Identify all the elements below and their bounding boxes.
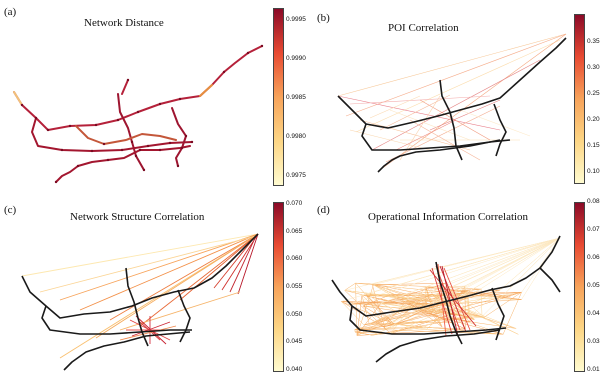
colorbar-tick-label: 0.04 bbox=[587, 310, 600, 317]
correlation-edge bbox=[468, 238, 560, 297]
colorbar-tick-label: 0.03 bbox=[587, 338, 600, 345]
correlation-edge bbox=[469, 238, 560, 317]
colorbar-tick-label: 0.05 bbox=[587, 282, 600, 289]
colorbar-d bbox=[574, 202, 585, 372]
correlation-edge bbox=[364, 324, 394, 325]
colorbar-tick-label: 0.08 bbox=[587, 198, 600, 205]
correlation-edge bbox=[345, 238, 560, 290]
colorbar-tick-label: 0.07 bbox=[587, 226, 600, 233]
colorbar-tick-label: 0.06 bbox=[587, 254, 600, 261]
